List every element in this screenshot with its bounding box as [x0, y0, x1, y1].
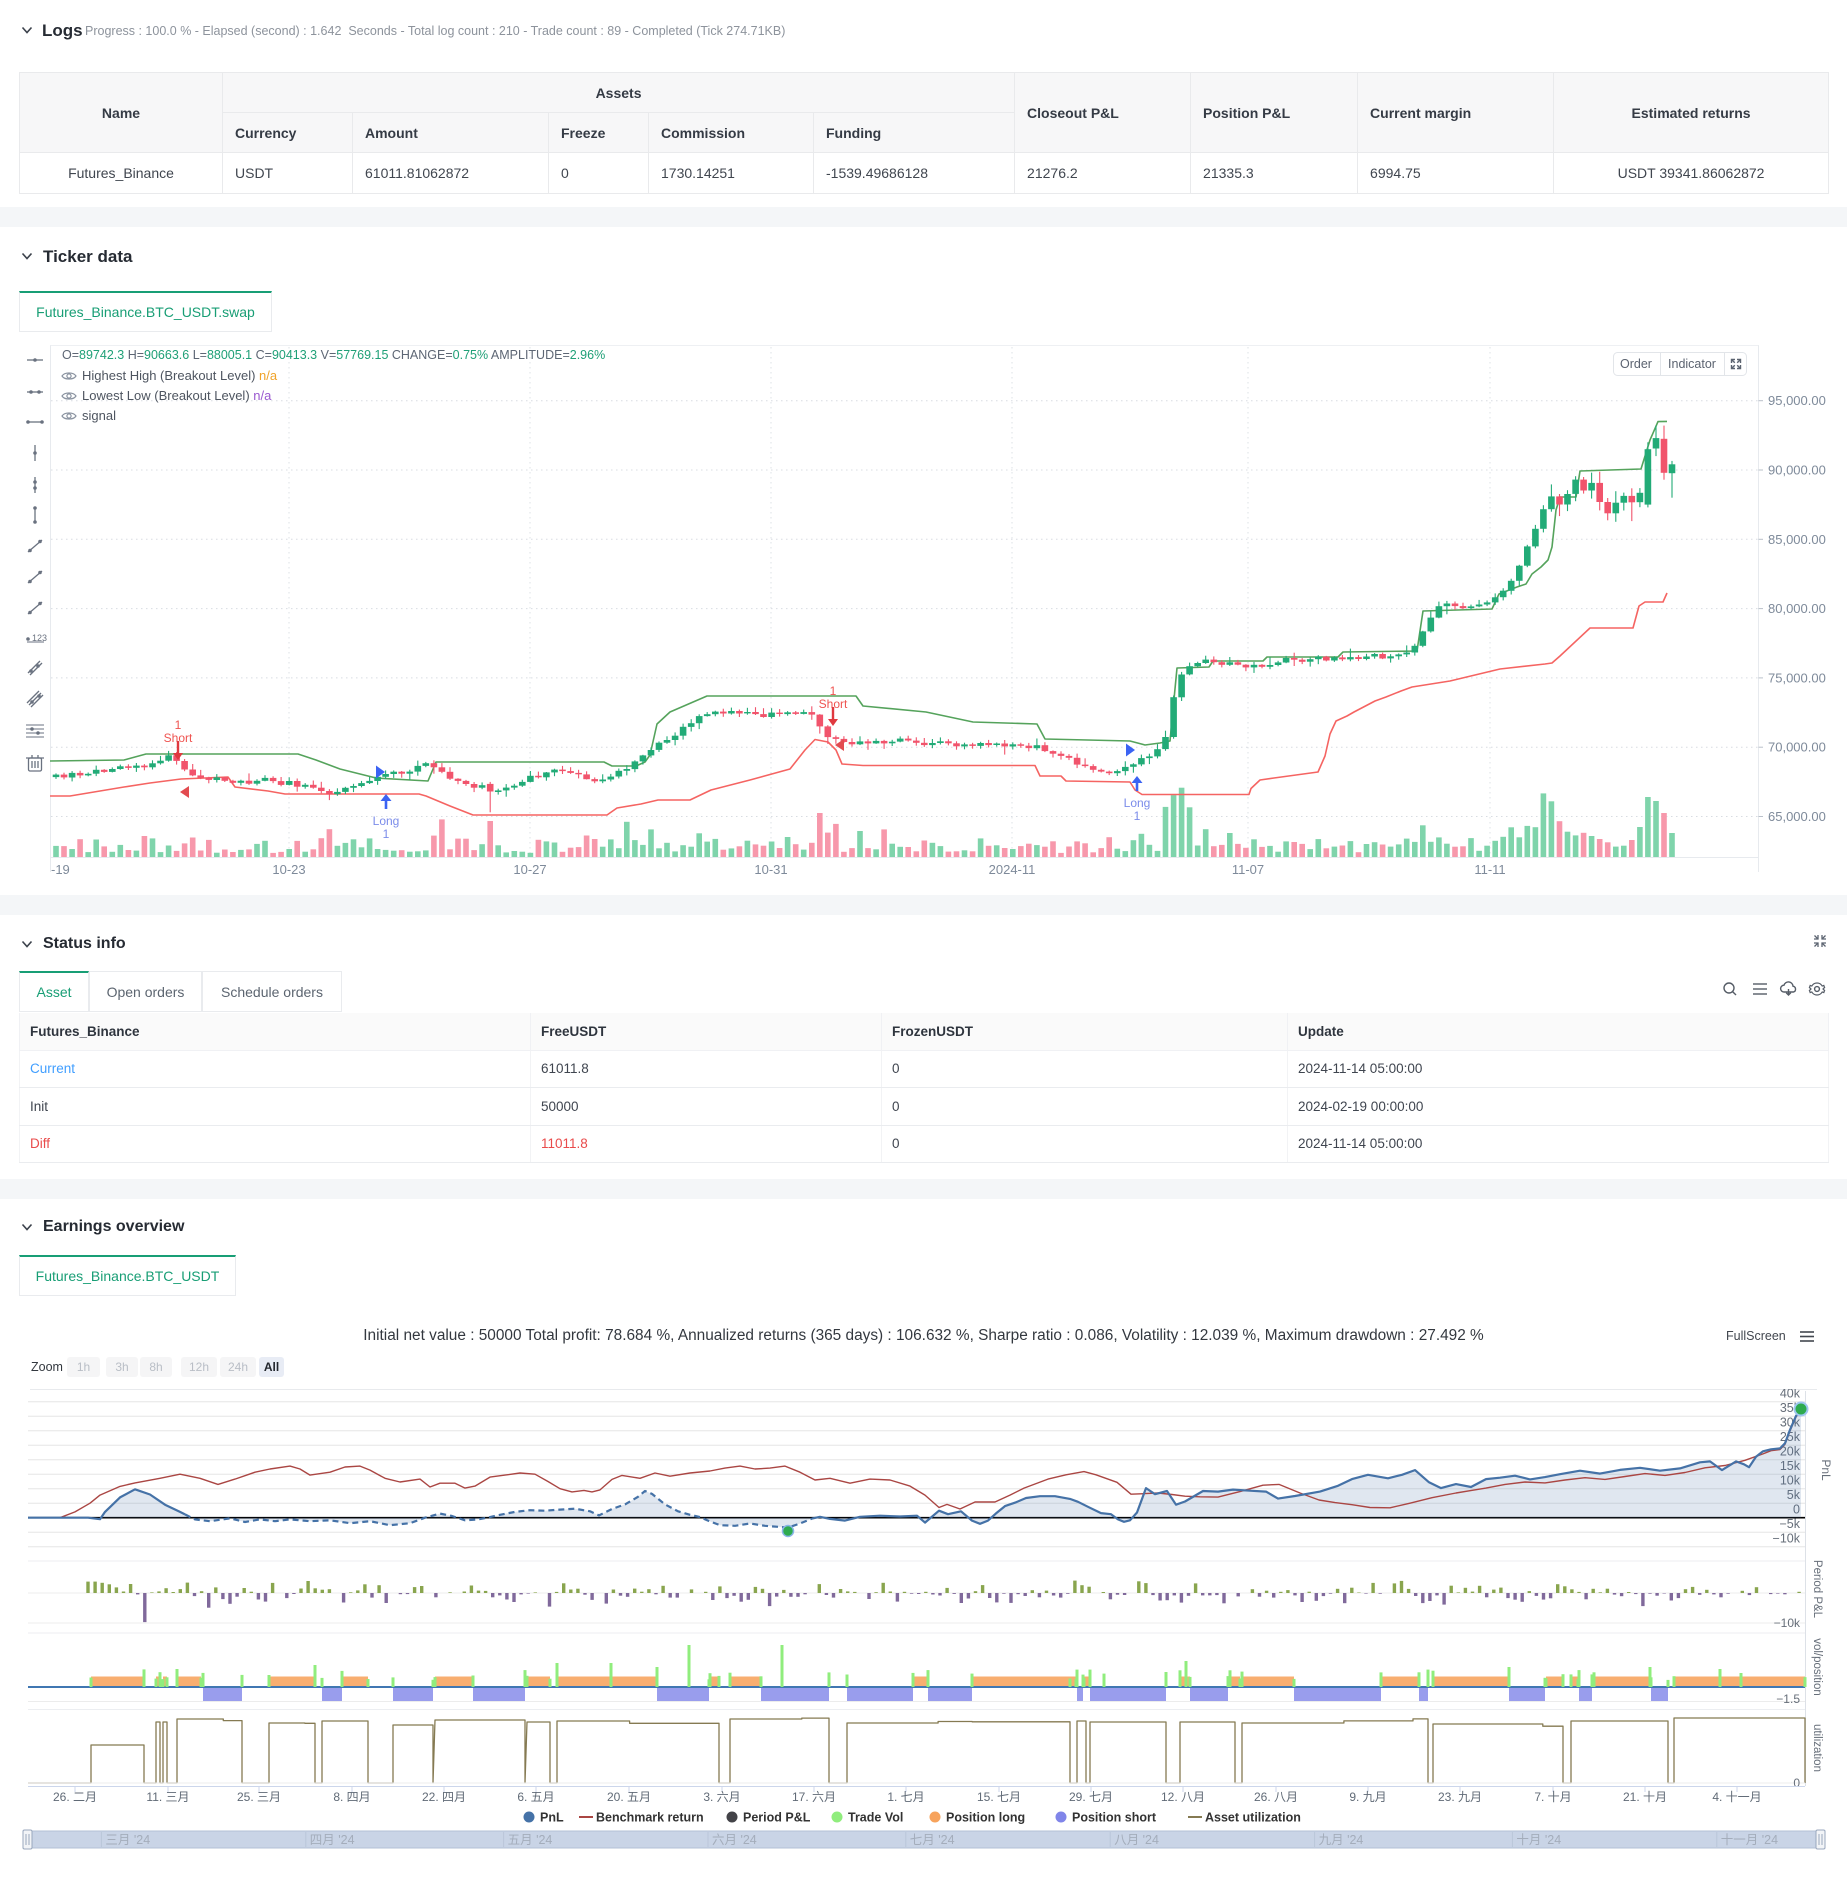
svg-text:九月 '24: 九月 '24 [1319, 1833, 1364, 1847]
svg-text:20k: 20k [1780, 1445, 1801, 1459]
svg-text:11-11: 11-11 [1474, 862, 1505, 877]
svg-text:6. 五月: 6. 五月 [517, 1790, 554, 1804]
svg-text:PnL: PnL [1819, 1459, 1833, 1481]
svg-text:utilization: utilization [1811, 1724, 1823, 1772]
svg-text:−1.5: −1.5 [1776, 1692, 1800, 1706]
svg-text:11-07: 11-07 [1232, 862, 1264, 877]
svg-text:Indicator: Indicator [1668, 357, 1716, 371]
svg-text:八月 '24: 八月 '24 [1114, 1833, 1159, 1847]
svg-text:Short: Short [164, 731, 193, 745]
svg-text:Trade Vol: Trade Vol [848, 1811, 903, 1825]
svg-text:Asset utilization: Asset utilization [1205, 1811, 1301, 1825]
svg-text:三月 '24: 三月 '24 [105, 1833, 150, 1847]
svg-text:Position short: Position short [1072, 1811, 1157, 1825]
svg-text:75,000.00: 75,000.00 [1768, 670, 1826, 685]
svg-text:10-27: 10-27 [513, 862, 546, 877]
svg-text:23. 九月: 23. 九月 [1438, 1790, 1482, 1804]
svg-text:1: 1 [1134, 809, 1141, 823]
svg-text:Benchmark return: Benchmark return [596, 1811, 704, 1825]
svg-text:1: 1 [175, 718, 182, 732]
svg-text:22. 四月: 22. 四月 [422, 1790, 466, 1804]
svg-text:Short: Short [819, 697, 848, 711]
svg-text:15. 七月: 15. 七月 [977, 1790, 1021, 1804]
svg-text:80,000.00: 80,000.00 [1768, 601, 1826, 616]
svg-text:95,000.00: 95,000.00 [1768, 393, 1826, 408]
svg-text:26. 八月: 26. 八月 [1254, 1790, 1298, 1804]
svg-text:−5k: −5k [1779, 1517, 1800, 1531]
svg-text:11. 三月: 11. 三月 [146, 1790, 189, 1804]
svg-text:-19: -19 [51, 862, 70, 877]
svg-text:5k: 5k [1787, 1488, 1801, 1502]
svg-text:65,000.00: 65,000.00 [1768, 809, 1826, 824]
svg-text:Lowest Low (Breakout Level) n/: Lowest Low (Breakout Level) n/a [82, 388, 272, 403]
svg-text:Long: Long [373, 814, 400, 828]
svg-text:四月 '24: 四月 '24 [310, 1833, 355, 1847]
svg-text:vol/position: vol/position [1811, 1638, 1823, 1696]
svg-text:−10k: −10k [1773, 1532, 1801, 1546]
svg-text:26. 二月: 26. 二月 [53, 1790, 97, 1804]
svg-text:8. 四月: 8. 四月 [333, 1790, 370, 1804]
svg-text:10-31: 10-31 [754, 862, 787, 877]
svg-text:0: 0 [1793, 1776, 1800, 1790]
svg-text:10k: 10k [1780, 1474, 1801, 1488]
svg-text:PnL: PnL [540, 1811, 564, 1825]
svg-text:1: 1 [830, 684, 837, 698]
svg-text:40k: 40k [1780, 1389, 1801, 1401]
svg-text:2024-11: 2024-11 [989, 862, 1036, 877]
svg-text:7. 十月: 7. 十月 [1534, 1790, 1571, 1804]
svg-text:10-23: 10-23 [272, 862, 305, 877]
svg-text:17. 六月: 17. 六月 [792, 1790, 836, 1804]
svg-text:3. 六月: 3. 六月 [703, 1790, 740, 1804]
svg-text:29. 七月: 29. 七月 [1069, 1790, 1113, 1804]
svg-text:Position long: Position long [946, 1811, 1025, 1825]
svg-text:−10k: −10k [1774, 1616, 1801, 1630]
svg-text:六月 '24: 六月 '24 [712, 1833, 757, 1847]
svg-text:十月 '24: 十月 '24 [1516, 1833, 1561, 1847]
svg-text:Period P&L: Period P&L [743, 1811, 811, 1825]
svg-text:Order: Order [1620, 357, 1652, 371]
svg-text:五月 '24: 五月 '24 [508, 1833, 553, 1847]
svg-text:20. 五月: 20. 五月 [607, 1790, 651, 1804]
svg-text:25. 三月: 25. 三月 [237, 1790, 281, 1804]
svg-text:85,000.00: 85,000.00 [1768, 532, 1826, 547]
svg-text:十一月 '24: 十一月 '24 [1721, 1833, 1778, 1847]
svg-text:21. 十月: 21. 十月 [1623, 1790, 1667, 1804]
svg-text:Highest High (Breakout Level): Highest High (Breakout Level) n/a [82, 368, 278, 383]
svg-text:Long: Long [1124, 796, 1151, 810]
svg-text:4. 十一月: 4. 十一月 [1712, 1790, 1761, 1804]
svg-text:9. 九月: 9. 九月 [1349, 1790, 1386, 1804]
svg-text:123: 123 [32, 633, 47, 643]
svg-text:七月 '24: 七月 '24 [910, 1833, 955, 1847]
svg-text:70,000.00: 70,000.00 [1768, 740, 1826, 755]
svg-text:90,000.00: 90,000.00 [1768, 463, 1826, 478]
svg-text:1: 1 [383, 827, 390, 841]
svg-text:0: 0 [1793, 1503, 1800, 1517]
svg-text:signal: signal [82, 408, 116, 423]
svg-text:15k: 15k [1780, 1459, 1801, 1473]
svg-text:O=89742.3 H=90663.6 L=88005.1: O=89742.3 H=90663.6 L=88005.1 C=90413.3 … [62, 348, 605, 362]
svg-text:1. 七月: 1. 七月 [887, 1790, 924, 1804]
svg-text:12. 八月: 12. 八月 [1161, 1790, 1205, 1804]
svg-text:Period P&L: Period P&L [1811, 1560, 1823, 1619]
